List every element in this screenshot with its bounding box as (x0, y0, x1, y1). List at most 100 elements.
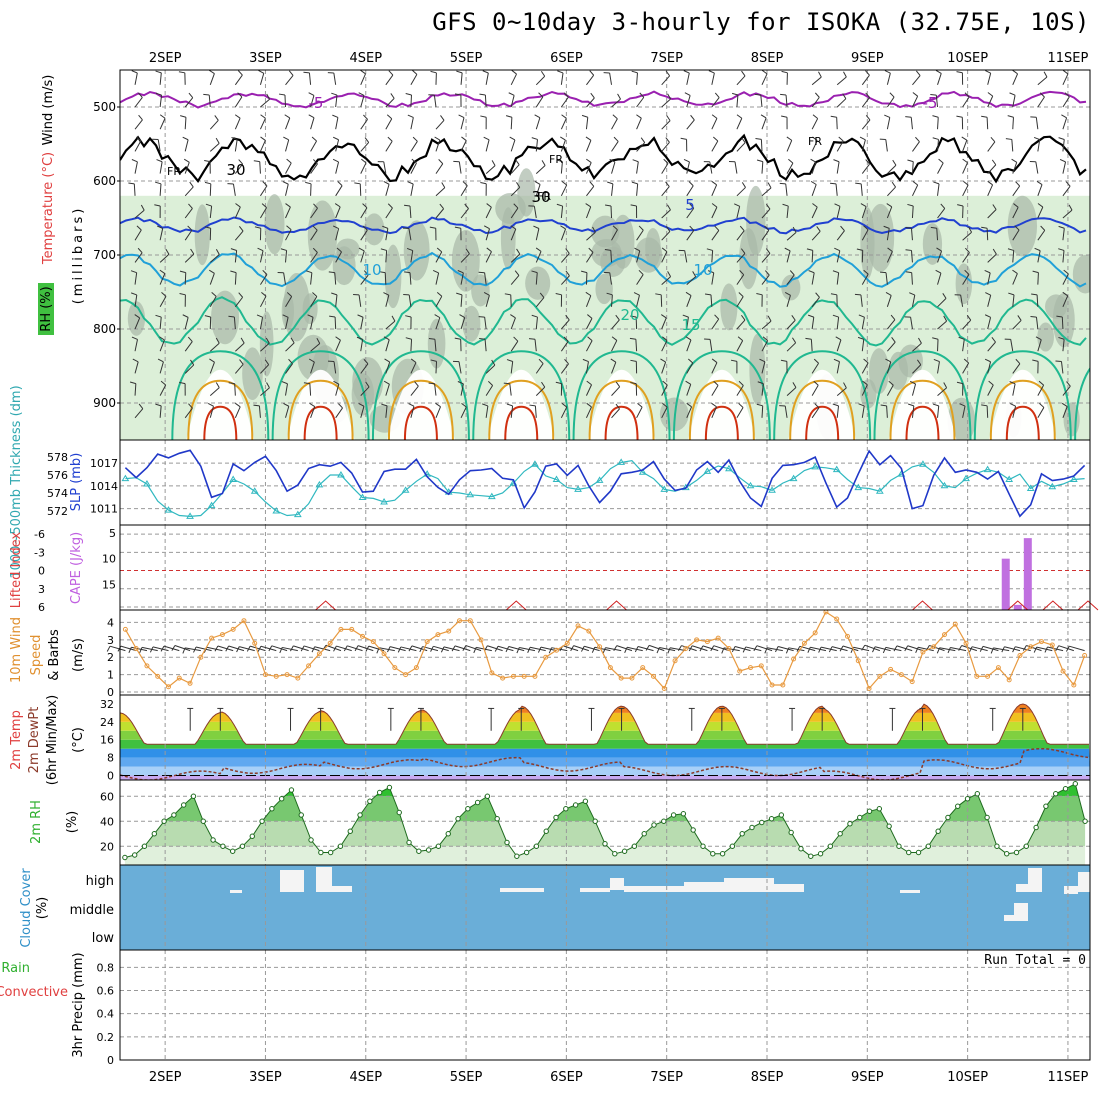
wind-barb (962, 405, 966, 418)
wind-barb-flag (888, 380, 894, 386)
wind-barb-flag (268, 645, 273, 652)
wind-barb (636, 274, 644, 285)
wind-barb (1015, 646, 1031, 652)
wind-barb-flag (1058, 137, 1065, 140)
wind-barb-flag (964, 247, 970, 253)
wind-barb (886, 228, 890, 241)
precip-y-tick: 0 (107, 1054, 114, 1067)
wind-barb (260, 185, 268, 197)
wind-barb-flag (1033, 136, 1040, 141)
wind-barb (711, 230, 720, 241)
wind-barb (360, 274, 369, 285)
wind-barb (962, 274, 970, 285)
wind-barb (661, 361, 667, 374)
wind-barb (560, 72, 564, 85)
wind-barb-flag (959, 403, 966, 407)
wind-barb (310, 317, 314, 330)
wind-barb (661, 317, 667, 330)
wind-barb-flag (462, 181, 468, 186)
wind-barb (510, 95, 515, 108)
wind-barb (454, 645, 471, 652)
wind-barb-flag (893, 645, 898, 652)
upper-y-tick: 700 (93, 248, 116, 262)
thickness-marker (983, 465, 992, 473)
wind-barb-flag (283, 403, 290, 407)
wind-barb (325, 644, 342, 652)
wind-barb (836, 76, 847, 86)
wind-barb-flag (707, 270, 714, 274)
wind-barb (410, 385, 419, 396)
wind-barb (736, 118, 743, 130)
wind-barb-flag (204, 315, 211, 318)
wind-barb (836, 98, 847, 108)
li-bump (606, 600, 627, 611)
warm-contour (989, 379, 1056, 440)
wind-barb (335, 383, 340, 396)
wind-barb-flag (155, 181, 162, 185)
wind-barb-flag (1012, 269, 1018, 274)
wind-barb-flag (384, 358, 390, 363)
wind-barb (886, 251, 893, 263)
wind-barb-flag (1055, 360, 1062, 362)
wind-barb-flag (337, 181, 343, 187)
wind-barb (661, 231, 671, 241)
wind-barb (987, 209, 997, 219)
wind-barb (159, 317, 162, 330)
wind-barb (987, 164, 997, 174)
wind-barb (786, 387, 797, 396)
cloud-block (230, 890, 242, 893)
wind-barb-flag (264, 359, 270, 365)
wind-barb (385, 74, 394, 86)
wind-barb (860, 294, 863, 307)
wind-barb-flag (810, 158, 817, 163)
wind-barb (887, 164, 897, 174)
rh-y-tick: 20 (100, 840, 114, 853)
wind-barb (433, 95, 437, 108)
wind-barb (535, 317, 538, 330)
rh-marker (984, 814, 990, 821)
wind-barb (836, 339, 842, 352)
thickness-marker (660, 485, 669, 492)
wind-barb (271, 645, 288, 652)
warm-contour (303, 405, 338, 440)
x-tick-label-bottom: 5SEP (450, 1070, 483, 1085)
rh-marker (896, 843, 902, 849)
wind-barb (409, 272, 412, 285)
temp-stripe (120, 748, 1090, 758)
wind-barb-flag (203, 93, 210, 96)
wind-barb-flag (570, 645, 575, 652)
wind-barb (1011, 139, 1014, 152)
rh-marker (798, 846, 804, 852)
x-tick-label-bottom: 10SEP (947, 1070, 988, 1085)
wind-barb-flag (907, 203, 914, 207)
wind-barb-flag (288, 358, 293, 365)
wind-barb (885, 272, 888, 285)
cloud-block (1078, 872, 1090, 892)
wind-barb-flag (741, 137, 746, 143)
wind-barb-flag (640, 137, 646, 143)
wind-barb (686, 276, 697, 285)
wind-barb-flag (138, 92, 143, 98)
wind-barb-flag (190, 359, 195, 366)
wind-barb (435, 163, 444, 174)
wind-barb (1037, 384, 1045, 396)
wind-barb-flag (540, 70, 546, 77)
wind-speed-marker (607, 665, 613, 671)
wind-barb (134, 272, 138, 285)
wind-barb-flag (617, 93, 621, 100)
wind-barb (993, 647, 1010, 652)
wind-barb-flag (225, 645, 230, 652)
wind-barb-flag (834, 203, 841, 207)
wind-barb (209, 361, 215, 374)
wind-barb-flag (592, 226, 596, 233)
wind-barb-flag (764, 270, 770, 276)
wind-barb-flag (513, 203, 519, 209)
wind-barb-flag (266, 382, 270, 388)
wind-barb (911, 161, 914, 174)
wind-barb-flag (538, 92, 544, 98)
wind-barb-flag (688, 181, 694, 187)
wind-barb-flag (786, 136, 793, 141)
warm-contour (488, 379, 555, 440)
wind-barb (285, 139, 290, 152)
cloud-block (1014, 903, 1028, 917)
